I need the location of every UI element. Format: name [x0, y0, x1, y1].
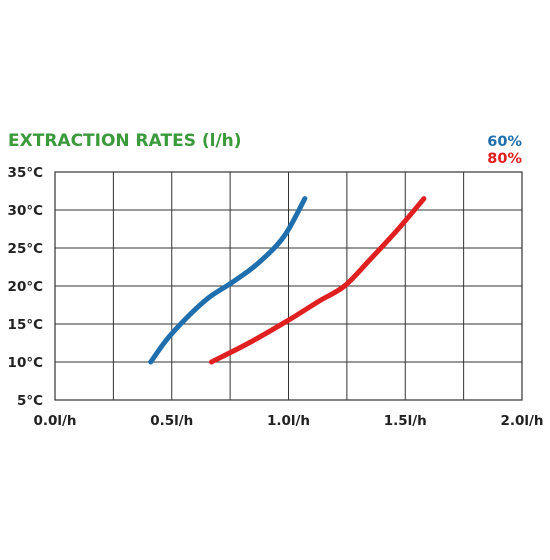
- x-tick-label: 0.0l/h: [33, 413, 76, 429]
- y-axis: 5°C 10°C 15°C 20°C 25°C 30°C 35°C: [8, 165, 44, 409]
- y-tick-label: 35°C: [8, 165, 44, 181]
- x-tick-label: 0.5l/h: [150, 413, 193, 429]
- chart-title: EXTRACTION RATES (l/h): [8, 131, 242, 151]
- legend: 60%80%: [487, 134, 522, 167]
- series-lines: [148, 196, 427, 365]
- series-line-80pct: [208, 196, 427, 365]
- y-tick-label: 10°C: [8, 355, 44, 371]
- legend-entry-60pct: 60%: [487, 134, 522, 150]
- y-tick-label: 20°C: [8, 279, 44, 295]
- x-axis: 0.0l/h 0.5l/h 1.0l/h 1.5l/h 2.0l/h: [33, 413, 543, 429]
- y-tick-label: 25°C: [8, 241, 44, 257]
- y-tick-label: 15°C: [8, 317, 44, 333]
- y-tick-label: 5°C: [17, 393, 43, 409]
- x-tick-label: 1.5l/h: [384, 413, 427, 429]
- y-tick-label: 30°C: [8, 203, 44, 219]
- x-tick-label: 2.0l/h: [500, 413, 543, 429]
- series-line-60pct: [148, 196, 308, 365]
- grid: [54, 171, 523, 401]
- legend-entry-80pct: 80%: [487, 151, 522, 167]
- x-tick-label: 1.0l/h: [267, 413, 310, 429]
